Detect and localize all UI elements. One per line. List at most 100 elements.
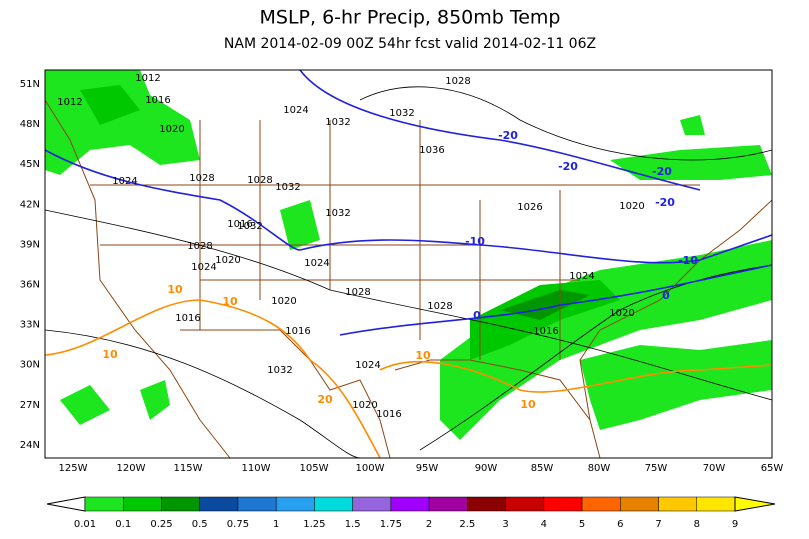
lon-label: 85W [531,463,554,474]
isobar-label: 1028 [445,76,470,87]
colorbar-label: 2 [426,519,432,530]
colorbar-label: 1 [273,519,279,530]
lon-label: 115W [174,463,203,474]
lon-label: 110W [242,463,271,474]
lon-label: 100W [356,463,385,474]
colorbar-label: 3 [502,519,508,530]
colorbar-label: 0.75 [227,519,249,530]
subtitle: NAM 2014-02-09 00Z 54hr fcst valid 2014-… [224,36,596,52]
lat-label: 24N [20,440,40,451]
colorbar-segment [122,496,162,512]
temp-label: -10 [678,254,698,267]
isobar-label: 1032 [237,221,262,232]
colorbar-segment [84,496,124,512]
precip-heavy [80,85,620,360]
colorbar-end-high [734,496,776,512]
colorbar-segment [505,496,545,512]
isobar-label: 1032 [389,108,414,119]
colorbar-label: 1.5 [345,519,361,530]
lat-label: 48N [20,119,40,130]
lat-label: 36N [20,280,40,291]
colorbar-segment [696,496,736,512]
colorbar-label: 1.25 [303,519,325,530]
borders [44,99,773,459]
lon-label: 125W [59,463,88,474]
colorbar: 0.01 0.1 0.25 0.5 0.75 1 1.25 1.5 1.75 2 2.5 3 4 5 6 7 8… [46,496,776,530]
lon-label: 75W [645,463,668,474]
isobar-label: 1028 [345,287,370,298]
isobar-label: 1032 [275,182,300,193]
map-area [44,69,773,459]
colorbar-label: 0.1 [115,519,131,530]
temp-label: -20 [558,160,578,173]
colorbar-label: 9 [732,519,738,530]
lon-label: 70W [703,463,726,474]
lon-label: 90W [475,463,498,474]
isobar-label: 1016 [376,409,401,420]
map-frame [44,69,773,459]
temp-label: -20 [655,196,675,209]
colorbar-segment [314,496,353,512]
isobar-label: 1032 [325,208,350,219]
colorbar-label: 0.25 [150,519,172,530]
isobar-label: 1028 [247,175,272,186]
colorbar-segment [467,496,506,512]
colorbar-segment [620,496,659,512]
temp-label: 0 [662,289,670,302]
lat-label: 51N [20,79,40,90]
temp-label: 10 [167,283,183,296]
colorbar-segment [199,496,239,512]
colorbar-segment [658,496,698,512]
colorbar-segment [275,496,315,512]
temp-label: 10 [222,295,238,308]
lat-label: 45N [20,159,40,170]
isobar-label: 1016 [533,326,558,337]
isobar-label: 1028 [187,241,212,252]
temp-label: -10 [465,235,485,248]
lat-label: 27N [20,400,40,411]
lon-label: 95W [416,463,439,474]
isobar-label: 1016 [227,219,252,230]
isobar-label: 1024 [191,262,216,273]
isobar-label: 1020 [271,296,296,307]
isobar-label: 1020 [619,201,644,212]
isobar-label: 1024 [283,105,308,116]
isobar-label: 1016 [175,313,200,324]
temp-label: 20 [317,393,333,406]
colorbar-label: 1.75 [380,519,402,530]
isobar-label: 1016 [285,326,310,337]
colorbar-label: 2.5 [459,519,475,530]
isobar-label: 1024 [112,176,137,187]
isobar-label: 1012 [135,73,160,84]
colorbar-segment [352,496,392,512]
isobar-label: 1020 [215,255,240,266]
temp-label: 10 [520,398,536,411]
isobar-label: 1026 [517,202,542,213]
colorbar-label: 6 [617,519,623,530]
isobar-label: 1020 [352,400,377,411]
temp-label: -20 [652,165,672,178]
lat-label: 33N [20,320,40,331]
temp-label: 10 [415,349,431,362]
lat-label: 42N [20,199,40,210]
colorbar-label: 0.5 [192,519,208,530]
temp-label: 10 [102,348,118,361]
isobar-label: 1032 [267,365,292,376]
colorbar-label: 5 [579,519,585,530]
lat-label: 39N [20,239,40,250]
colorbar-segment [543,496,583,512]
isobar-label: 1028 [427,301,452,312]
labels: 51N 48N 45N 42N 39N 36N 33N 30N 27N 24N 125W 120W 11… [20,73,784,474]
colorbar-segment [581,496,621,512]
colorbar-label: 4 [541,519,547,530]
precip [45,70,772,440]
lon-label: 120W [117,463,146,474]
isobars [44,86,773,459]
isobar-label: 1012 [57,97,82,108]
isobar-label: 1020 [609,308,634,319]
colorbar-segment [161,496,200,512]
colorbar-end-low [46,496,86,512]
colorbar-segment [428,496,468,512]
lat-label: 30N [20,360,40,371]
